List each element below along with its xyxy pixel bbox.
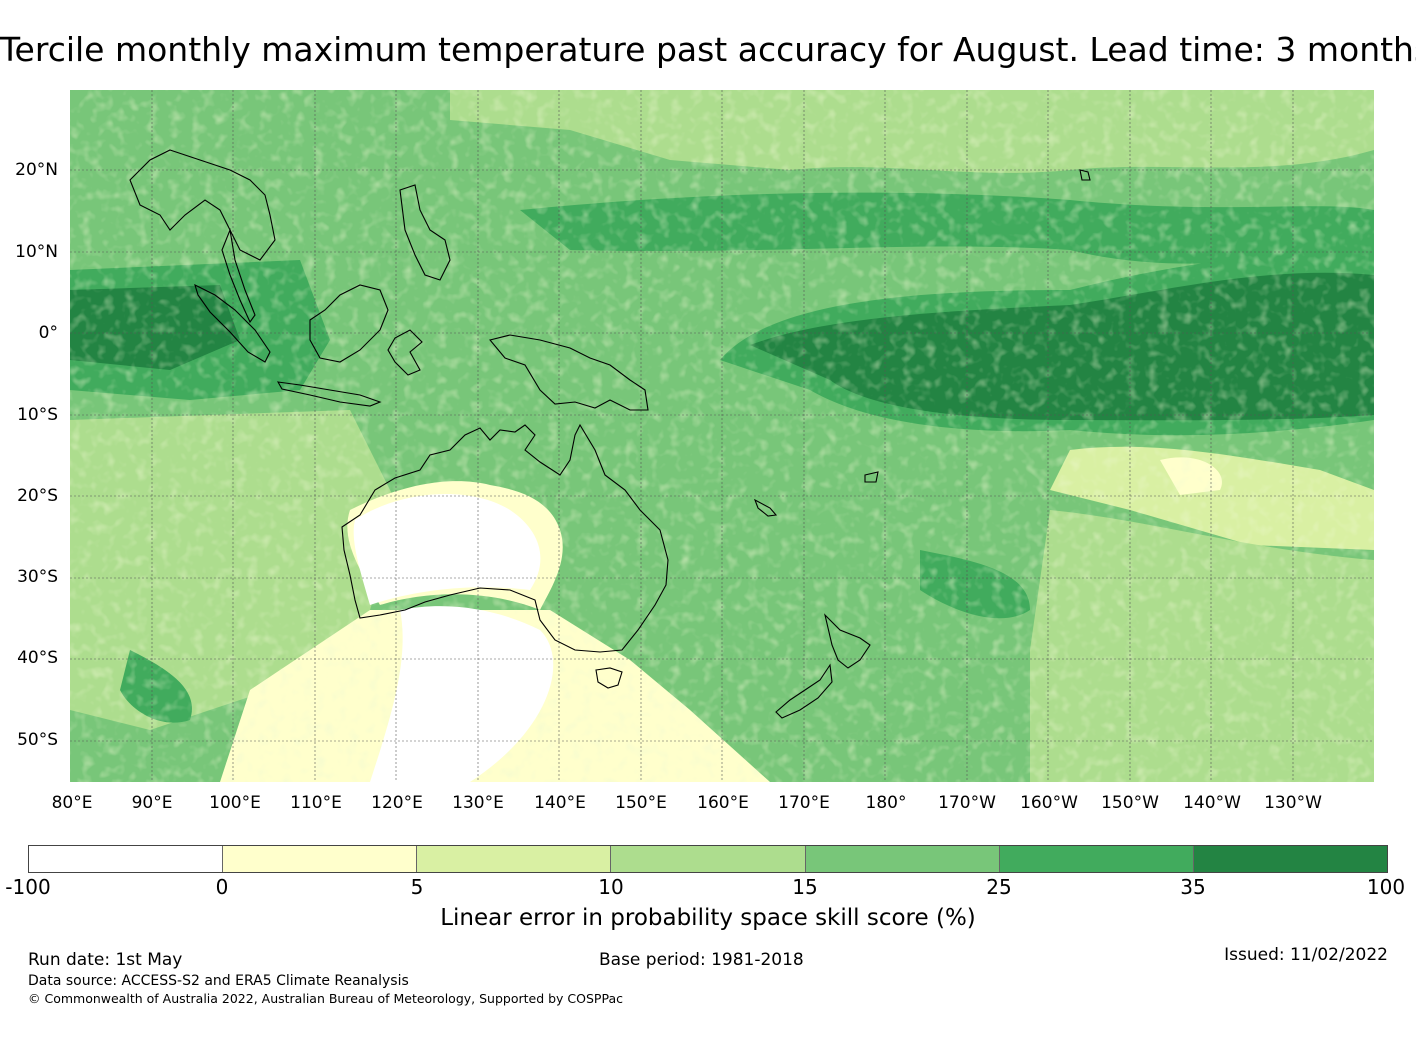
lon-label-150w: 150°W (1101, 793, 1159, 813)
lat-label-10n: 10°N (15, 242, 58, 262)
graticule (70, 90, 1374, 782)
lon-label-180: 180° (865, 793, 907, 813)
colorbar-segment (1193, 846, 1387, 872)
lat-label-20n: 20°N (15, 160, 58, 180)
lon-label-170e: 170°E (778, 793, 830, 813)
map-title: Tercile monthly maximum temperature past… (0, 30, 1416, 69)
run-date: Run date: 1st May (28, 950, 183, 970)
coast-australia (341, 423, 669, 653)
colorbar (28, 845, 1388, 873)
colorbar-segment (29, 846, 224, 872)
field-australia-white (353, 493, 541, 605)
lat-label-10s: 10°S (17, 405, 58, 425)
lon-label-90e: 90°E (131, 793, 173, 813)
coast-tasmania (595, 667, 623, 689)
coastlines (129, 149, 1091, 719)
map-canvas (70, 90, 1374, 782)
lat-label-40s: 40°S (17, 648, 58, 668)
colorbar-segment (611, 846, 806, 872)
coast-philippines (399, 184, 451, 281)
lon-label-110e: 110°E (290, 793, 342, 813)
coast-hawaii (1079, 169, 1091, 181)
lon-label-130e: 130°E (452, 793, 504, 813)
lon-label-120e: 120°E (371, 793, 423, 813)
colorbar-tick: 35 (1180, 875, 1206, 899)
coast-new-guinea (489, 334, 649, 411)
lat-label-50s: 50°S (17, 730, 58, 750)
base-period: Base period: 1981-2018 (599, 950, 804, 970)
colorbar-tick: 25 (986, 875, 1012, 899)
coast-java (276, 381, 382, 407)
colorbar-segment (805, 846, 1000, 872)
colorbar-tick: 100 (1366, 875, 1406, 899)
coast-borneo (309, 284, 389, 363)
colorbar-tick: 15 (792, 875, 818, 899)
coast-new-caledonia (753, 498, 778, 517)
colorbar-tick: 0 (215, 875, 229, 899)
lon-label-160e: 160°E (697, 793, 749, 813)
lon-label-130w: 130°W (1264, 793, 1322, 813)
lon-label-140w: 140°W (1183, 793, 1241, 813)
field-southern-white (370, 606, 554, 782)
coast-sumatra (194, 283, 271, 363)
lat-label-eq: 0° (38, 323, 58, 343)
colorbar-segment (417, 846, 612, 872)
colorbar-segment (999, 846, 1194, 872)
lon-label-140e: 140°E (534, 793, 586, 813)
coast-fiji (864, 471, 879, 483)
coast-sulawesi (387, 329, 423, 376)
copyright: © Commonwealth of Australia 2022, Austra… (28, 991, 623, 1006)
lon-label-150e: 150°E (615, 793, 667, 813)
lon-label-160w: 160°W (1020, 793, 1078, 813)
lat-label-20s: 20°S (17, 486, 58, 506)
colorbar-tick: 5 (410, 875, 424, 899)
lon-label-80e: 80°E (51, 793, 93, 813)
colorbar-tick: 10 (598, 875, 624, 899)
colorbar-segment (223, 846, 418, 872)
issued-date: Issued: 11/02/2022 (1224, 945, 1388, 965)
coast-new-zealand-south (775, 663, 833, 719)
colorbar-tick: -100 (5, 875, 51, 899)
colorbar-label: Linear error in probability space skill … (440, 905, 976, 931)
data-source: Data source: ACCESS-S2 and ERA5 Climate … (28, 973, 409, 989)
lon-label-100e: 100°E (209, 793, 261, 813)
skill-score-map (70, 90, 1374, 782)
lon-label-170w: 170°W (938, 793, 996, 813)
lat-label-30s: 30°S (17, 567, 58, 587)
coast-new-zealand-north (824, 613, 871, 669)
coast-malay-peninsula (221, 227, 256, 324)
